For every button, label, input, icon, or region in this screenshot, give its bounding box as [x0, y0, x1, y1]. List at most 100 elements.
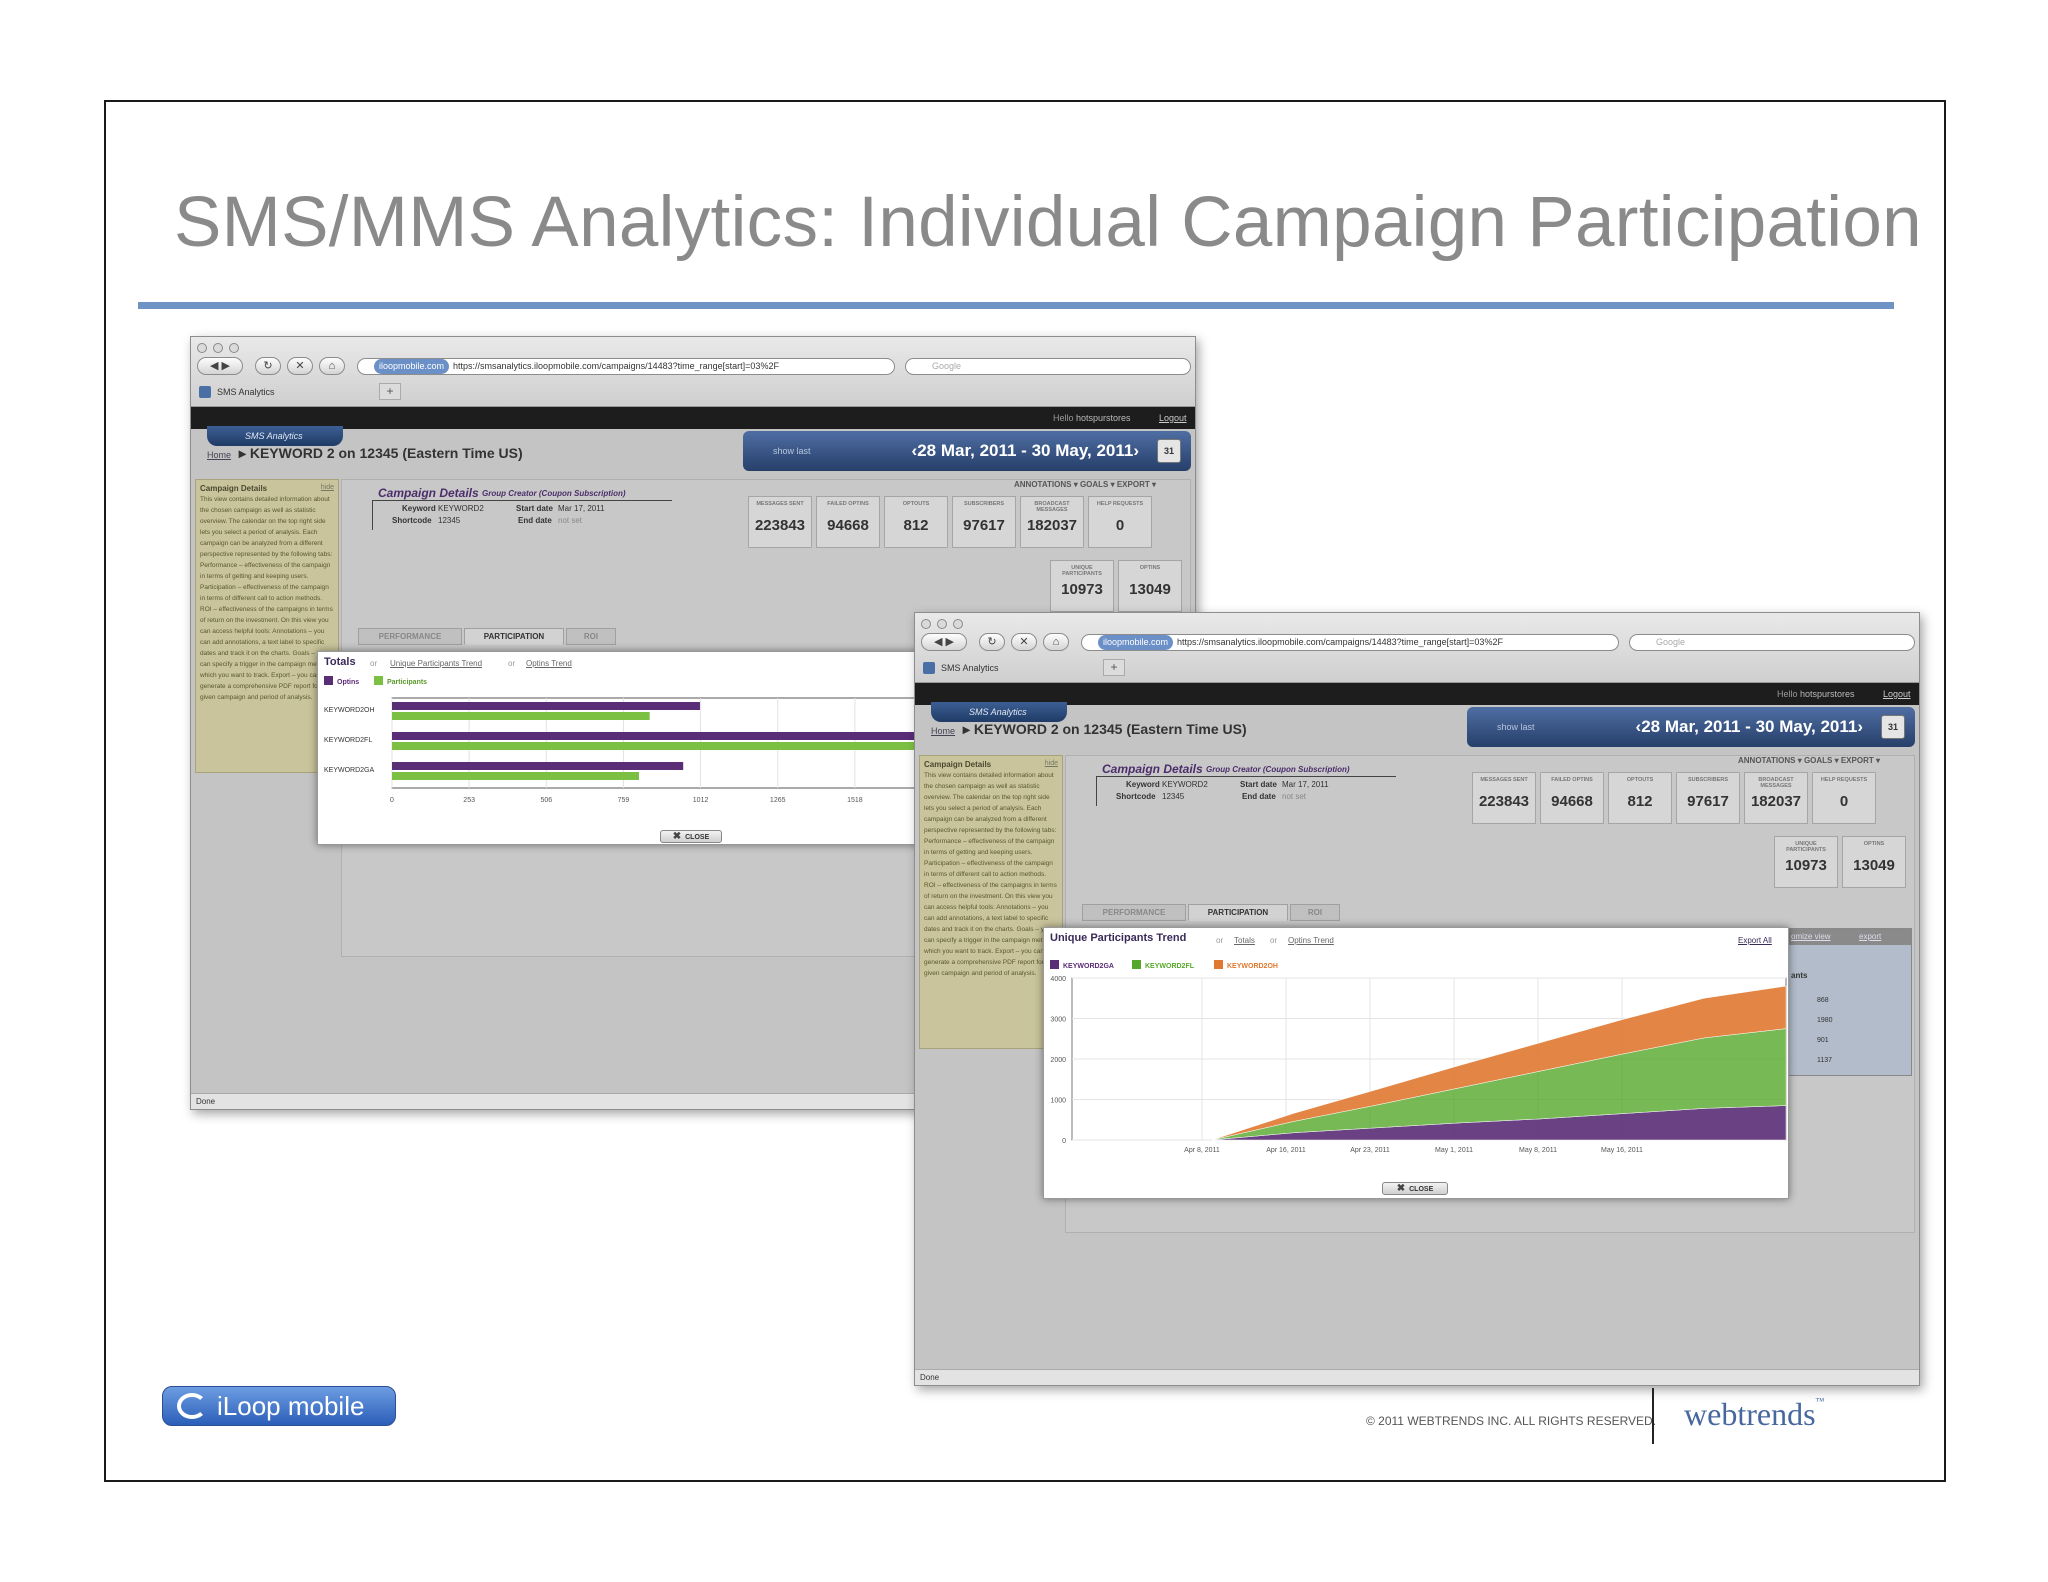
totals-bar-chart: 02535067591012126515181771KEYWORD2OHKEYW…	[324, 697, 938, 804]
search-input[interactable]: Google	[1629, 634, 1915, 651]
trend-title: Unique Participants Trend	[1050, 932, 1187, 944]
tab-participation[interactable]: PARTICIPATION	[1188, 904, 1288, 921]
export-link[interactable]: export	[1859, 932, 1882, 941]
keyword-label: Keyword	[1126, 780, 1160, 789]
close-window-button[interactable]	[197, 343, 207, 353]
stop-icon[interactable]: ✕	[1011, 633, 1037, 651]
stat-label: HELP REQUESTS	[1820, 777, 1868, 783]
search-input[interactable]: Google	[905, 358, 1191, 375]
new-tab-button[interactable]: +	[379, 383, 401, 400]
close-window-button[interactable]	[921, 619, 931, 629]
browser-tab[interactable]: SMS Analytics	[919, 659, 1101, 677]
bar-participants-keyword2oh	[392, 712, 650, 720]
totals-link[interactable]: Totals	[1234, 936, 1255, 945]
browser-chrome: ◀ ▶ ↻ ✕ ⌂ iloopmobile.com https://smsanal…	[191, 337, 1195, 407]
campaign-name: KEYWORD 2 on 12345 (Eastern Time US)	[249, 445, 523, 461]
campaign-details-help: hide Campaign Details This view contains…	[919, 755, 1063, 1049]
stat-label: UNIQUE PARTICIPANTS	[1786, 841, 1826, 853]
close-button[interactable]: ✖ CLOSE	[660, 830, 722, 843]
keyword-value: KEYWORD2	[1162, 780, 1208, 789]
browser-tab[interactable]: SMS Analytics	[195, 383, 377, 401]
x-tick-label: May 8, 2011	[1519, 1147, 1557, 1154]
minimize-window-button[interactable]	[937, 619, 947, 629]
back-forward-button[interactable]: ◀ ▶	[921, 633, 967, 651]
stat-optouts: OPTOUTS 812	[884, 496, 948, 548]
totals-title: Totals	[324, 656, 356, 668]
shortcode-value: 12345	[438, 516, 461, 525]
toolbar-menus[interactable]: ANNOTATIONS ▾ GOALS ▾ EXPORT ▾	[1738, 756, 1880, 765]
browser-window-trend: ◀ ▶ ↻ ✕ ⌂ iloopmobile.com https://smsanal…	[914, 612, 1920, 1386]
logout-link[interactable]: Logout	[1159, 413, 1187, 423]
home-icon[interactable]: ⌂	[319, 357, 345, 375]
category-label: KEYWORD2OH	[324, 707, 375, 714]
stop-icon[interactable]: ✕	[287, 357, 313, 375]
export-all-link[interactable]: Export All	[1738, 936, 1772, 945]
table-cell: 868	[1817, 997, 1829, 1004]
calendar-icon[interactable]: 31	[1157, 439, 1181, 463]
url-domain: iloopmobile.com	[374, 359, 450, 374]
help-title: Campaign Details	[924, 760, 992, 769]
sms-analytics-badge[interactable]: SMS Analytics	[931, 702, 1067, 722]
toolbar-menus[interactable]: ANNOTATIONS ▾ GOALS ▾ EXPORT ▾	[1014, 480, 1156, 489]
date-range-selector[interactable]: show last ‹28 Mar, 2011 - 30 May, 2011› …	[743, 431, 1191, 471]
home-link[interactable]: Home	[207, 450, 232, 460]
tab-roi[interactable]: ROI	[566, 628, 616, 645]
status-bar: Done	[915, 1369, 1919, 1385]
stat-label: BROADCAST MESSAGES	[1034, 501, 1070, 513]
keyword-value: KEYWORD2	[438, 504, 484, 513]
new-tab-button[interactable]: +	[1103, 659, 1125, 676]
tab-performance[interactable]: PERFORMANCE	[358, 628, 462, 645]
category-label: KEYWORD2FL	[324, 737, 372, 744]
stat-label: FAILED OPTINS	[827, 501, 869, 507]
date-range-selector[interactable]: show last ‹28 Mar, 2011 - 30 May, 2011› …	[1467, 707, 1915, 747]
legend-participants: Participants	[374, 676, 427, 686]
x-tick-label: 759	[618, 797, 630, 804]
close-button[interactable]: ✖ CLOSE	[1382, 1182, 1448, 1195]
legend-swatch	[1050, 960, 1059, 969]
back-forward-button[interactable]: ◀ ▶	[197, 357, 243, 375]
home-icon[interactable]: ⌂	[1043, 633, 1069, 651]
home-link[interactable]: Home	[931, 726, 956, 736]
campaign-details-help: hide Campaign Details This view contains…	[195, 479, 339, 773]
x-tick-label: Apr 23, 2011	[1350, 1147, 1390, 1154]
stat-optins: OPTINS 13049	[1118, 560, 1182, 612]
start-date-label: Start date	[516, 504, 553, 513]
legend-swatch	[1132, 960, 1141, 969]
customize-view-link[interactable]: omize view	[1791, 932, 1831, 941]
zoom-window-button[interactable]	[953, 619, 963, 629]
campaign-details-title: Campaign Details	[1102, 762, 1203, 776]
show-last-link[interactable]: show last	[773, 446, 811, 456]
stat-value: 97617	[963, 517, 1005, 534]
bar-participants-keyword2ga	[392, 772, 639, 780]
optins-trend-link[interactable]: Optins Trend	[526, 659, 572, 668]
logout-link[interactable]: Logout	[1883, 689, 1911, 699]
zoom-window-button[interactable]	[229, 343, 239, 353]
sms-analytics-badge[interactable]: SMS Analytics	[207, 426, 343, 446]
x-tick-label: 0	[390, 797, 394, 804]
url-bar[interactable]: iloopmobile.com https://smsanalytics.iloo…	[1081, 634, 1619, 651]
x-tick-label: Apr 8, 2011	[1184, 1147, 1220, 1154]
unique-participants-trend-link[interactable]: Unique Participants Trend	[390, 659, 483, 668]
or-text: or	[370, 659, 378, 668]
or-text: or	[1270, 936, 1278, 945]
calendar-icon[interactable]: 31	[1881, 715, 1905, 739]
participants-table: omize view export ants 868 1980 901 1137	[1786, 928, 1912, 1076]
y-tick-label: 0	[1062, 1138, 1066, 1145]
minimize-window-button[interactable]	[213, 343, 223, 353]
tab-performance[interactable]: PERFORMANCE	[1082, 904, 1186, 921]
tab-roi[interactable]: ROI	[1290, 904, 1340, 921]
hide-help-link[interactable]: hide	[1044, 760, 1058, 767]
optins-trend-link[interactable]: Optins Trend	[1288, 936, 1334, 945]
reload-icon[interactable]: ↻	[255, 357, 281, 375]
x-tick-label: 1265	[770, 797, 786, 804]
stat-messages-sent: MESSAGES SENT 223843	[748, 496, 812, 548]
hide-help-link[interactable]: hide	[320, 484, 334, 491]
campaign-details-subtitle: Group Creator (Coupon Subscription)	[1206, 765, 1350, 774]
show-last-link[interactable]: show last	[1497, 722, 1535, 732]
tab-participation[interactable]: PARTICIPATION	[464, 628, 564, 645]
tab-title: SMS Analytics	[941, 663, 999, 673]
url-bar[interactable]: iloopmobile.com https://smsanalytics.iloo…	[357, 358, 895, 375]
reload-icon[interactable]: ↻	[979, 633, 1005, 651]
stat-value: 13049	[1853, 857, 1895, 874]
stat-value: 223843	[1478, 793, 1530, 810]
